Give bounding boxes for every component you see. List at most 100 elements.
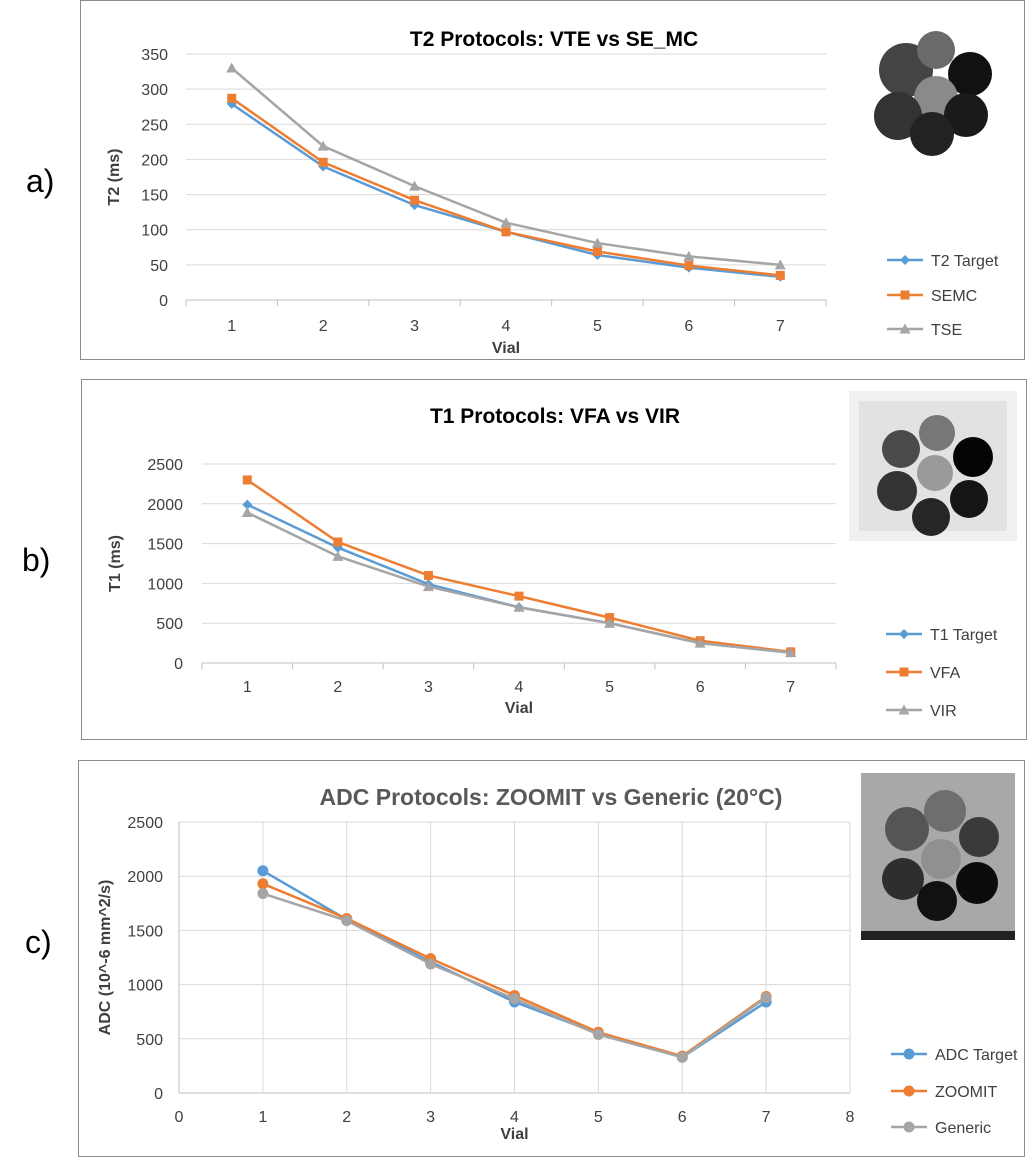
x-tick-label: 6	[678, 1109, 687, 1126]
data-point	[318, 157, 328, 167]
data-point	[592, 247, 602, 257]
legend-marker	[899, 667, 909, 677]
series-line	[246, 478, 791, 654]
chart-1-group: T1 Protocols: VFA vs VIR 0 500 1000 1500 2000…	[107, 405, 998, 720]
y-tick-label: 1000	[127, 978, 163, 995]
data-point	[242, 499, 253, 510]
data-point	[242, 475, 252, 485]
y-tick-label: 500	[136, 1032, 163, 1049]
y-tick-label: 350	[141, 47, 168, 64]
y-tick-label: 0	[174, 656, 183, 673]
data-point	[333, 537, 343, 547]
legend-label: TSE	[931, 322, 962, 339]
legend-marker	[903, 1048, 915, 1060]
data-point	[500, 217, 512, 228]
series-line	[230, 97, 781, 277]
x-tick-label: 5	[593, 318, 602, 335]
y-tick-label: 1000	[147, 576, 183, 593]
data-point	[422, 581, 434, 592]
data-point	[501, 227, 511, 237]
y-axis-label: ADC (10^-6 mm^2/s)	[97, 880, 114, 1036]
x-tick-label: 3	[426, 1109, 435, 1126]
legend-label: T1 Target	[930, 627, 998, 644]
data-point	[341, 915, 353, 927]
legend-label: VIR	[930, 703, 957, 720]
y-tick-label: 150	[141, 188, 168, 205]
chart-title: T1 Protocols: VFA vs VIR	[430, 405, 680, 428]
data-point	[775, 270, 785, 280]
chart-t2-protocols: T2 Protocols: VTE vs SE_MC05010015020025…	[106, 28, 999, 357]
data-point	[423, 570, 433, 580]
y-axis-label: T1 (ms)	[107, 535, 124, 592]
y-tick-label: 200	[141, 152, 168, 169]
x-tick-label: 5	[594, 1109, 603, 1126]
chart-title: T2 Protocols: VTE vs SE_MC	[410, 28, 698, 51]
data-point	[694, 637, 706, 648]
x-tick-label: 7	[762, 1109, 771, 1126]
y-tick-label: 300	[141, 82, 168, 99]
data-point	[409, 180, 421, 191]
y-tick-label: 50	[150, 258, 168, 275]
x-tick-label: 3	[424, 679, 433, 696]
legend-marker	[898, 704, 910, 715]
legend-marker	[899, 629, 909, 639]
y-tick-label: 100	[141, 223, 168, 240]
x-tick-label: 7	[776, 318, 785, 335]
adc-phantom-image	[861, 773, 1015, 940]
data-point	[509, 993, 520, 1005]
y-tick-label: 250	[141, 117, 168, 134]
x-tick-label: 4	[502, 318, 511, 335]
x-tick-label: 1	[243, 679, 252, 696]
y-tick-label: 500	[156, 616, 183, 633]
legend-marker	[903, 1121, 915, 1133]
legend-marker	[899, 323, 911, 334]
data-point	[410, 195, 420, 205]
x-tick-label: 6	[696, 679, 705, 696]
y-tick-label: 2000	[147, 497, 183, 514]
series-semc: SEMC	[227, 93, 977, 305]
legend-label: SEMC	[931, 288, 977, 305]
t2-phantom-image	[866, 30, 1016, 160]
x-tick-label: 5	[605, 679, 614, 696]
data-point	[513, 601, 525, 612]
t1-phantom-image	[849, 391, 1017, 541]
x-tick-label: 6	[684, 318, 693, 335]
x-tick-label: 0	[175, 1109, 184, 1126]
legend-label: T2 Target	[931, 253, 999, 270]
legend-label: ZOOMIT	[935, 1084, 997, 1101]
y-tick-label: 1500	[127, 923, 163, 940]
chart-2-group: ADC Protocols: ZOOMIT vs Generic (20°C) 0…	[97, 784, 1018, 1143]
data-point	[257, 888, 269, 900]
data-point	[760, 992, 772, 1004]
series-line	[246, 503, 791, 654]
data-point	[227, 93, 237, 103]
legend-label: ADC Target	[935, 1047, 1018, 1064]
series-tse: TSE	[226, 62, 962, 339]
series-generic: Generic	[257, 888, 991, 1137]
y-tick-label: 2500	[127, 815, 163, 832]
data-point	[684, 261, 694, 271]
legend-label: Generic	[935, 1120, 991, 1137]
x-tick-label: 4	[515, 679, 524, 696]
legend-marker	[903, 1085, 915, 1097]
y-tick-label: 0	[159, 293, 168, 310]
x-tick-label: 2	[319, 318, 328, 335]
data-point	[683, 250, 695, 261]
data-point	[605, 613, 615, 623]
chart-adc-protocols: ADC Protocols: ZOOMIT vs Generic (20°C) 0…	[97, 784, 1018, 1143]
x-tick-label: 4	[510, 1109, 519, 1126]
y-tick-label: 2000	[127, 869, 163, 886]
data-point	[425, 958, 437, 970]
data-point	[332, 550, 344, 561]
chart-t1-protocols: T1 Protocols: VFA vs VIR 0 500 1000 1500 2000…	[107, 405, 998, 720]
legend-label: VFA	[930, 665, 961, 682]
series-line	[231, 102, 781, 279]
x-tick-label: 2	[333, 679, 342, 696]
chart-title: ADC Protocols: ZOOMIT vs Generic (20°C)	[320, 784, 783, 810]
y-axis-label: T2 (ms)	[106, 149, 123, 206]
x-tick-label: 7	[786, 679, 795, 696]
y-tick-label: 2500	[147, 457, 183, 474]
data-point	[241, 507, 253, 518]
data-point	[604, 617, 616, 628]
data-point	[676, 1051, 688, 1063]
